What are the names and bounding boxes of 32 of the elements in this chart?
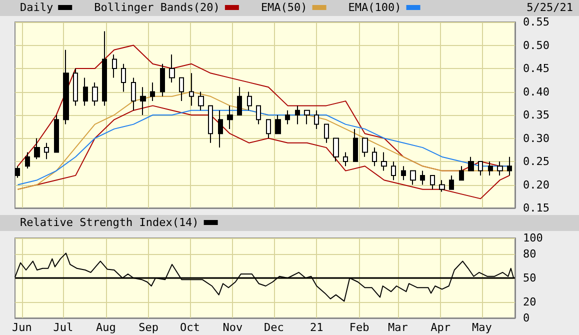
x-tick-label: Jul bbox=[53, 321, 74, 334]
x-tick-label: Mar bbox=[388, 321, 408, 334]
x-tick-label: Feb bbox=[349, 321, 370, 334]
x-tick-label: Oct bbox=[180, 321, 200, 334]
legend-label: Relative Strength Index(14) bbox=[20, 216, 199, 229]
y-tick-label: 80 bbox=[523, 248, 536, 260]
x-tick-label: May bbox=[472, 321, 492, 334]
y-tick-label: 50 bbox=[523, 272, 536, 284]
y-tick-label: 0 bbox=[523, 312, 530, 324]
legend-label: EMA(100) bbox=[348, 1, 402, 14]
x-tick-label: Sep bbox=[138, 321, 159, 334]
legend-label: EMA(50) bbox=[260, 1, 308, 14]
x-tick-label: Dec bbox=[264, 321, 284, 334]
y-tick-label: 0.25 bbox=[523, 155, 550, 168]
y-tick-label: 0.45 bbox=[523, 62, 550, 75]
y-tick-label: 0.15 bbox=[523, 202, 550, 214]
y-tick-label: 20 bbox=[523, 296, 536, 308]
legend-label: Daily bbox=[20, 1, 54, 14]
y-tick-label: 0.20 bbox=[523, 178, 550, 192]
legend-label: Bollinger Bands(20) bbox=[94, 1, 220, 14]
text: 5/25/21 bbox=[526, 1, 573, 14]
y-tick-label: 0.35 bbox=[523, 108, 550, 122]
y-tick-label: 0.50 bbox=[523, 38, 550, 52]
x-tick-label: Aug bbox=[96, 321, 116, 334]
x-tick-label: 21 bbox=[310, 321, 324, 334]
y-tick-label: 0.55 bbox=[523, 16, 550, 28]
y-tick-label: 100 bbox=[523, 232, 543, 244]
y-tick-label: 0.40 bbox=[523, 85, 550, 98]
x-tick-label: Jun bbox=[12, 321, 32, 334]
x-tick-label: Nov bbox=[222, 321, 243, 334]
x-tick-label: Apr bbox=[430, 321, 451, 334]
y-tick-label: 0.30 bbox=[523, 132, 550, 145]
